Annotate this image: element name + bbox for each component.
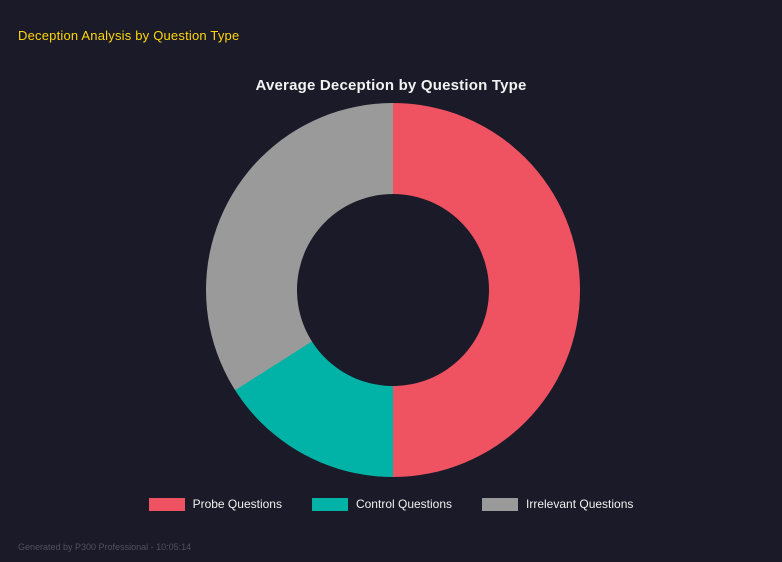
donut-hole [297,194,489,386]
chart-title: Average Deception by Question Type [255,77,527,94]
legend-item: Irrelevant Questions [482,497,633,511]
legend-label: Irrelevant Questions [526,497,634,511]
legend-label: Control Questions [355,497,453,511]
legend-item: Probe Questions [148,497,282,511]
report-header-title: Deception Analysis by Question Type [18,28,240,43]
chart-legend: Probe Questions Control Questions Irreleva… [0,497,782,511]
legend-label: Probe Questions [192,497,282,511]
donut-chart [206,103,580,477]
legend-item: Control Questions [311,497,453,511]
footer-timestamp: Generated by P300 Professional - 10:05:1… [18,542,192,552]
legend-swatch [148,497,185,511]
legend-swatch [482,497,519,511]
legend-swatch [311,497,348,511]
